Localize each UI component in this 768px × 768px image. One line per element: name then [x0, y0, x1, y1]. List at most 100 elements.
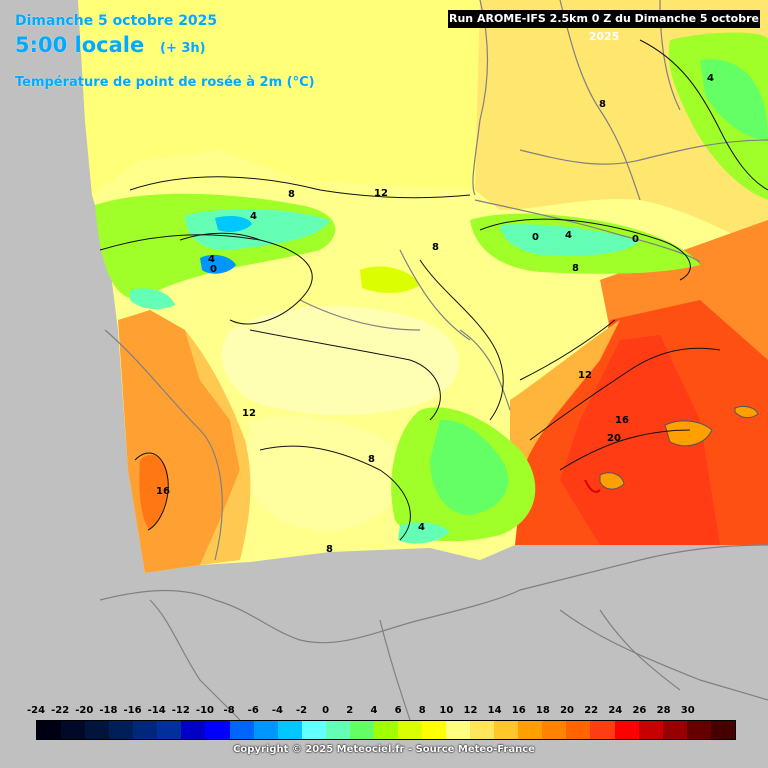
isolines [99, 39, 768, 541]
scale-swatch [133, 721, 158, 739]
borders [99, 0, 768, 721]
scale-swatch [494, 721, 519, 739]
meseta-zone [221, 306, 459, 415]
contour-label: 12 [578, 370, 592, 381]
scale-tick-label: 10 [439, 705, 454, 716]
alps-green-2 [700, 59, 768, 140]
scale-swatch [277, 721, 302, 739]
galicia-green [130, 288, 175, 310]
leon-blue [200, 254, 236, 274]
forecast-date: Dimanche 5 octobre 2025 [15, 13, 218, 29]
mediterranean-hottest [560, 335, 720, 545]
scale-swatch [109, 721, 134, 739]
portugal-transition [185, 330, 251, 565]
scale-tick-label: 14 [487, 705, 502, 716]
scale-swatch [157, 721, 182, 739]
scale-swatch [638, 721, 663, 739]
scale-swatch [542, 721, 567, 739]
scale-swatch [181, 721, 206, 739]
copyright-text: Copyright © 2025 Meteociel.fr - Source M… [233, 744, 535, 755]
contour-label: 12 [374, 188, 388, 199]
scale-tick-label: -10 [195, 705, 214, 716]
scale-swatch [373, 721, 398, 739]
contour-label: 4 [208, 254, 215, 265]
forecast-offset: (+ 3h) [160, 41, 206, 56]
scale-tick-label: -2 [295, 705, 308, 716]
scale-tick-label: 28 [656, 705, 671, 716]
contour-label: 8 [326, 544, 333, 555]
iberian-range-green [360, 266, 420, 293]
parameter-title: Température de point de rosée à 2m (°C) [15, 75, 315, 90]
scale-tick-label: -18 [99, 705, 118, 716]
east-coast-warm [510, 320, 620, 520]
scale-swatch [301, 721, 326, 739]
contour-label: 8 [368, 454, 375, 465]
scale-swatch [397, 721, 422, 739]
scale-tick-label: -12 [171, 705, 190, 716]
contour-label: 16 [615, 415, 629, 426]
scale-swatch [614, 721, 639, 739]
scale-swatch [349, 721, 374, 739]
scale-tick-label: -6 [247, 705, 259, 716]
scale-swatch [85, 721, 110, 739]
scale-swatch [470, 721, 495, 739]
scale-tick-label: -14 [147, 705, 166, 716]
contour-label: 4 [565, 230, 572, 241]
portugal-hot-core [139, 455, 169, 530]
scale-tick-label: 20 [560, 705, 574, 716]
scale-swatch [446, 721, 471, 739]
scale-swatch [325, 721, 350, 739]
scale-swatch [61, 721, 86, 739]
ibiza [599, 472, 625, 490]
scale-swatch [205, 721, 230, 739]
menorca [734, 405, 759, 419]
contour-label: 4 [707, 73, 714, 84]
scale-swatch [590, 721, 615, 739]
scale-tick-label: 6 [394, 705, 402, 716]
scale-tick-label: -8 [223, 705, 235, 716]
scale-tick-label: -22 [51, 705, 70, 716]
contour-label: 8 [432, 242, 439, 253]
scale-swatch [229, 721, 254, 739]
scale-tick-label: 4 [370, 705, 378, 716]
scale-tick-label: 30 [680, 705, 695, 716]
scale-swatch [686, 721, 711, 739]
contour-label: 8 [288, 189, 295, 200]
color-scale-bar [36, 720, 736, 740]
scale-tick-label: 12 [463, 705, 478, 716]
scale-tick-label: -24 [26, 705, 46, 716]
contour-labels: 4 8 12 8 4 0 4 0 8 0 4 8 12 12 16 20 16 … [156, 73, 714, 555]
scale-swatch [37, 721, 62, 739]
scale-tick-label: 16 [511, 705, 526, 716]
scale-tick-label: -16 [123, 705, 142, 716]
southeast-green-2 [430, 419, 509, 515]
scale-tick-label: -4 [271, 705, 283, 716]
run-banner: Run AROME-IFS 2.5km 0 Z du Dimanche 5 oc… [448, 10, 760, 43]
scale-swatch [518, 721, 543, 739]
contour-label: 16 [156, 486, 170, 497]
scale-tick-label: 0 [322, 705, 330, 716]
contour-label: 4 [250, 211, 257, 222]
scale-swatch [422, 721, 447, 739]
biscay-zone [78, 0, 480, 195]
pyrenees-cyan [500, 224, 640, 257]
scale-tick-label: -20 [75, 705, 94, 716]
scale-swatch [662, 721, 687, 739]
scale-swatch [253, 721, 278, 739]
scale-tick-label: 26 [632, 705, 647, 716]
contour-label: 0 [210, 264, 217, 275]
contour-label: 20 [607, 433, 621, 444]
south-meseta-zone [245, 416, 407, 531]
forecast-time: 5:00 locale [15, 33, 145, 57]
contour-label: 8 [572, 263, 579, 274]
contour-label: 8 [599, 99, 606, 110]
color-scale-labels: -24 -22 -20 -18 -16 -14 -12 -10 -8 -6 -4 -2 0 2 4 6 8 10 1… [26, 705, 746, 719]
scale-tick-label: 22 [584, 705, 599, 716]
scale-tick-label: 2 [346, 705, 354, 716]
contour-label: 0 [532, 232, 539, 243]
scale-swatch [566, 721, 591, 739]
scale-tick-label: 24 [608, 705, 623, 716]
sierra-cyan [398, 522, 450, 544]
scale-tick-label: 18 [535, 705, 550, 716]
